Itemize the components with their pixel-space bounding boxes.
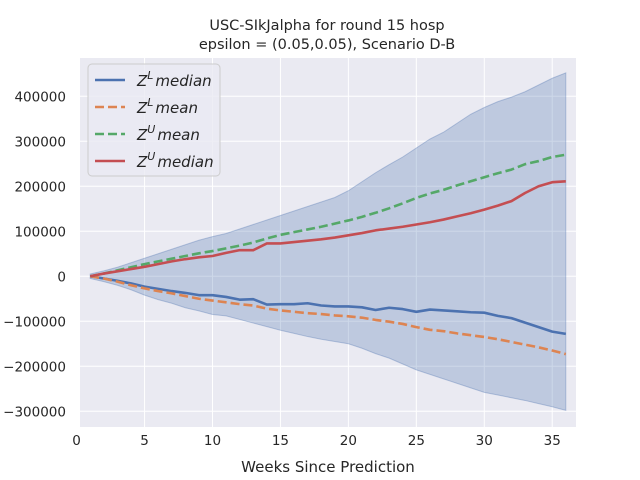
y-tick-label: 100000 [14, 224, 66, 240]
x-tick-label: 20 [340, 433, 357, 449]
x-tick-label: 10 [204, 433, 221, 449]
series-line [89, 274, 567, 356]
x-axis-label: Weeks Since Prediction [241, 458, 415, 476]
x-axis-ticks: 0 5 10 15 20 25 30 35 [72, 433, 561, 449]
y-axis-ticks: −300000 −200000 −100000 0 100000 200000 300000… [3, 89, 66, 420]
y-tick-label: −200000 [3, 359, 66, 375]
legend-label: ZU mean [136, 123, 200, 144]
chart-subtitle: epsilon = (0.05,0.05), Scenario D-B [199, 37, 455, 53]
x-tick-label: 35 [544, 433, 561, 449]
series-line [89, 180, 566, 278]
x-tick-label: 15 [272, 433, 289, 449]
y-tick-label: −100000 [3, 314, 66, 330]
legend-label: ZU median [136, 150, 214, 171]
band-area [89, 72, 567, 411]
legend-label: ZL mean [136, 96, 198, 117]
legend: ZL median ZL mean ZU mean ZU median [87, 63, 221, 177]
x-tick-label: 5 [140, 433, 149, 449]
y-tick-label: 400000 [14, 89, 66, 105]
y-tick-label: 0 [57, 269, 66, 285]
x-tick-label: 0 [72, 433, 81, 449]
x-tick-label: 30 [476, 433, 493, 449]
confidence-band [89, 72, 567, 411]
chart-title: USC-SIkJalpha for round 15 hosp [209, 18, 444, 34]
y-tick-label: 300000 [14, 134, 66, 150]
legend-box [87, 63, 221, 177]
legend-label: ZL median [136, 69, 212, 90]
y-tick-label: 200000 [14, 179, 66, 195]
series-lines [89, 153, 567, 356]
series-line [89, 153, 567, 278]
series-line [89, 274, 567, 336]
y-tick-label: −300000 [3, 404, 66, 420]
x-tick-label: 25 [408, 433, 425, 449]
